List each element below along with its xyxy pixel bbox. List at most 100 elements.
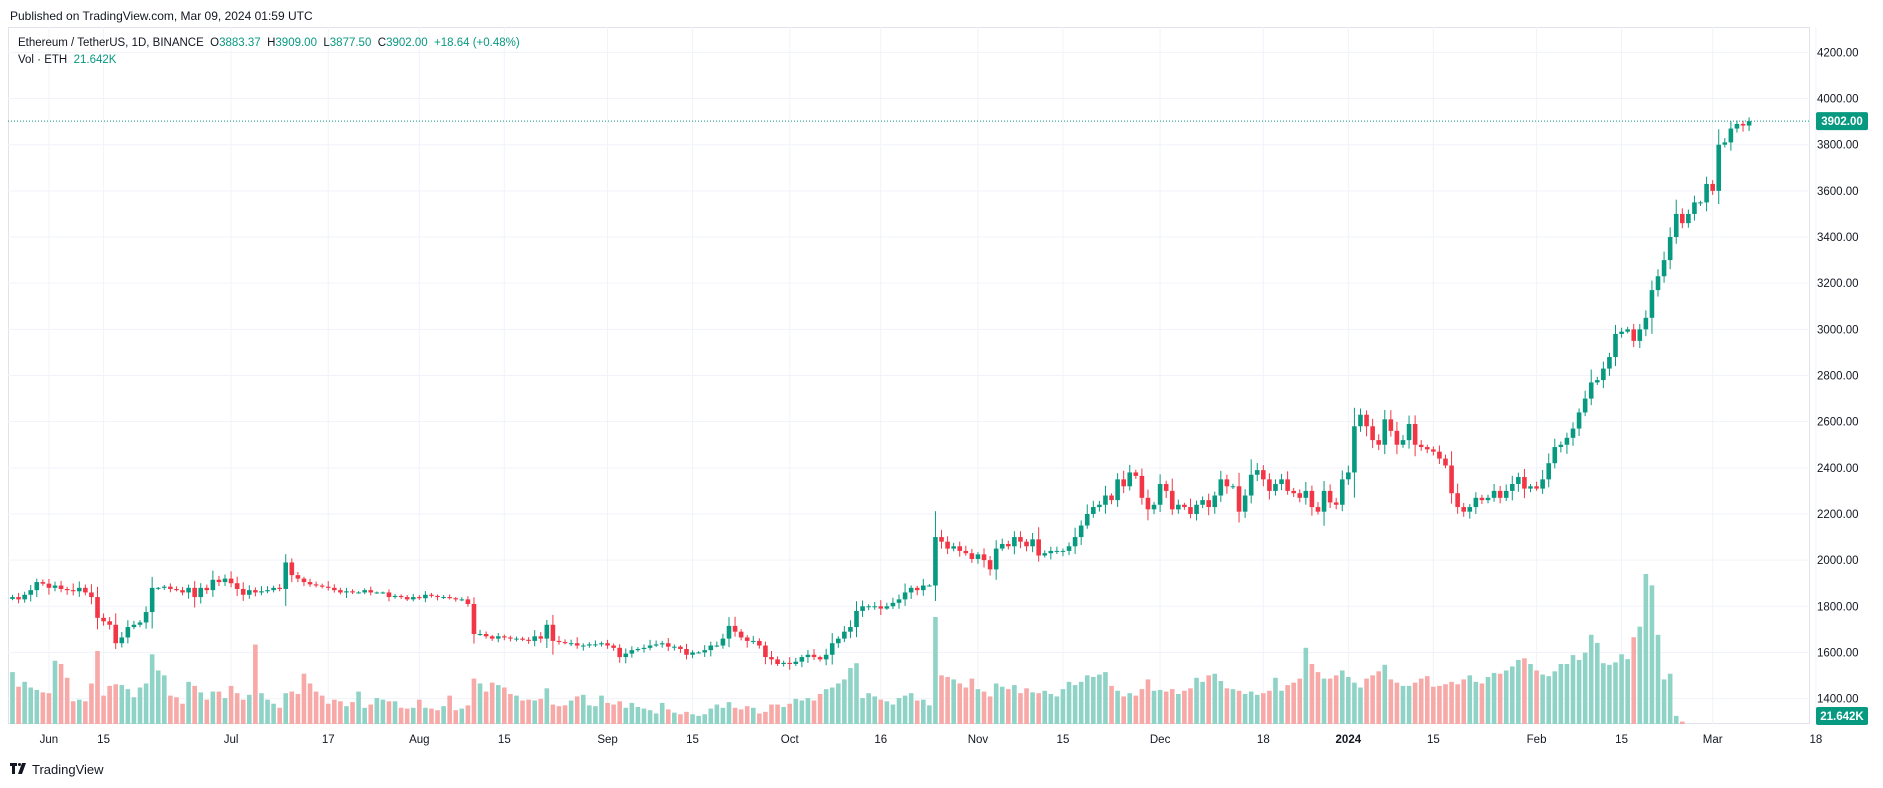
volume-bar bbox=[228, 685, 234, 724]
volume-bar bbox=[945, 676, 950, 724]
volume-bar bbox=[696, 715, 701, 724]
last-price-label: 3902.00 bbox=[1821, 116, 1863, 128]
volume-bar bbox=[726, 702, 732, 724]
price-tick-label: 2200.00 bbox=[1817, 509, 1859, 521]
tradingview-logo-icon bbox=[10, 761, 28, 777]
candle-body bbox=[1127, 472, 1133, 487]
volume-bar bbox=[46, 693, 52, 724]
candle-body bbox=[502, 636, 507, 638]
volume-bar bbox=[502, 687, 507, 724]
candle-body bbox=[1564, 437, 1570, 445]
candle-body bbox=[1036, 539, 1041, 556]
candle-body bbox=[914, 587, 920, 591]
candle-body bbox=[684, 648, 689, 655]
volume-badge bbox=[1816, 707, 1868, 725]
candle-body bbox=[1558, 444, 1564, 448]
candle-body bbox=[1637, 329, 1643, 341]
volume-bar bbox=[1346, 676, 1351, 724]
candle-body bbox=[417, 597, 422, 599]
volume-bar bbox=[307, 683, 313, 724]
candle-body bbox=[817, 657, 823, 660]
volume-bar bbox=[380, 699, 386, 724]
close-label: C bbox=[377, 37, 387, 49]
volume-bar bbox=[1333, 675, 1339, 724]
candle-body bbox=[678, 646, 683, 649]
candle-body bbox=[28, 590, 34, 595]
time-tick-label: 15 bbox=[1057, 734, 1070, 746]
candle-body bbox=[58, 585, 64, 589]
volume-bars bbox=[10, 574, 1685, 724]
volume-bar bbox=[1103, 672, 1108, 724]
candle-body bbox=[963, 550, 969, 554]
volume-bar bbox=[1018, 693, 1023, 724]
volume-bar bbox=[738, 709, 744, 724]
candle-body bbox=[119, 637, 125, 644]
candle-body bbox=[465, 599, 471, 604]
volume-bar bbox=[848, 668, 853, 724]
candle-body bbox=[1303, 490, 1309, 498]
candle-body bbox=[1485, 497, 1491, 501]
volume-bar bbox=[842, 679, 847, 724]
candle-body bbox=[1254, 470, 1260, 475]
candle-body bbox=[1455, 493, 1460, 508]
candle-body bbox=[714, 645, 720, 647]
candle-body bbox=[429, 594, 434, 596]
candle-body bbox=[1230, 486, 1236, 488]
volume-bar bbox=[356, 691, 361, 724]
candle-body bbox=[489, 636, 495, 639]
volume-bar bbox=[247, 694, 252, 724]
candle-body bbox=[1042, 553, 1048, 556]
volume-bar bbox=[1364, 678, 1369, 724]
time-tick-label: 15 bbox=[1615, 734, 1628, 746]
volume-bar bbox=[769, 704, 774, 724]
volume-bar bbox=[866, 693, 871, 724]
volume-bar bbox=[423, 707, 428, 724]
candle-body bbox=[1576, 412, 1582, 429]
volume-label[interactable]: Vol · ETH bbox=[18, 54, 68, 66]
time-tick-label: 15 bbox=[1427, 734, 1440, 746]
time-tick-label: Oct bbox=[781, 734, 800, 746]
candle-body bbox=[319, 585, 325, 587]
last-price-badge bbox=[1816, 112, 1868, 131]
candle-body bbox=[1528, 486, 1533, 489]
volume-bar bbox=[1601, 663, 1606, 724]
volume-bar bbox=[957, 683, 963, 724]
candle-body bbox=[672, 646, 677, 648]
volume-bar bbox=[489, 682, 495, 724]
volume-bar bbox=[1607, 664, 1612, 724]
footer-branding[interactable]: TradingView bbox=[10, 761, 104, 777]
candle-body bbox=[1716, 144, 1722, 191]
candle-body bbox=[884, 606, 890, 609]
candle-body bbox=[1212, 495, 1218, 508]
volume-bar bbox=[70, 701, 76, 724]
volume-bar bbox=[1522, 658, 1527, 724]
candle-body bbox=[1121, 479, 1126, 487]
candle-body bbox=[720, 638, 726, 646]
candle-body bbox=[690, 652, 695, 655]
volume-bar bbox=[714, 704, 720, 724]
price-tick-label: 3400.00 bbox=[1817, 232, 1859, 244]
volume-bar bbox=[374, 698, 380, 724]
candle-body bbox=[101, 617, 106, 622]
price-tick-label: 3200.00 bbox=[1817, 278, 1859, 290]
time-tick-label: Nov bbox=[968, 734, 989, 746]
candle-body bbox=[1661, 260, 1667, 277]
volume-bar bbox=[902, 695, 908, 724]
time-tick-label: Dec bbox=[1150, 734, 1171, 746]
candle-body bbox=[1728, 128, 1734, 143]
volume-bar bbox=[1443, 684, 1448, 724]
candle-body bbox=[1358, 414, 1363, 427]
symbol-title[interactable]: Ethereum / TetherUS, 1D, BINANCE bbox=[18, 37, 204, 49]
volume-bar bbox=[1321, 678, 1327, 724]
volume-bar bbox=[1157, 689, 1163, 724]
volume-bar bbox=[1030, 692, 1035, 724]
volume-bar bbox=[1012, 685, 1017, 724]
candle-body bbox=[1582, 398, 1588, 413]
volume-bar bbox=[1182, 690, 1187, 724]
volume-bar bbox=[162, 675, 167, 724]
price-tick-label: 2800.00 bbox=[1817, 371, 1859, 383]
candle-body bbox=[1394, 430, 1400, 445]
time-tick-label: 18 bbox=[1257, 734, 1270, 746]
candle-body bbox=[356, 592, 361, 594]
